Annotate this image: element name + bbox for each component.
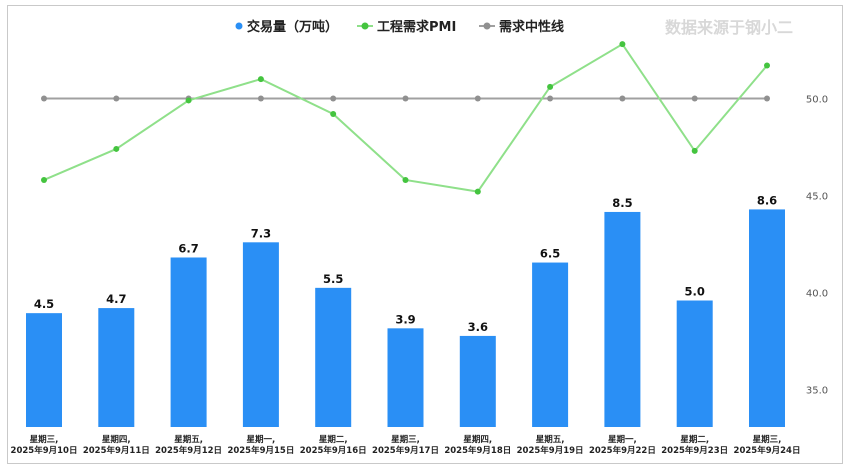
- pmi-point: [113, 145, 120, 152]
- midline-point: [41, 95, 47, 102]
- volume-bar-label: 6.5: [540, 247, 560, 261]
- pmi-point: [257, 76, 264, 83]
- legend-item-volume[interactable]: 交易量（万吨）: [235, 19, 339, 35]
- volume-bar-label: 4.5: [34, 297, 54, 311]
- line-series: [41, 41, 770, 195]
- x-axis-tick-label: 2025年9月19日: [517, 445, 584, 456]
- volume-bar: [170, 257, 207, 427]
- x-axis-tick-label: 2025年9月11日: [83, 445, 150, 456]
- volume-bar: [676, 300, 713, 427]
- midline-point: [547, 95, 554, 102]
- x-axis-tick-label: 星期二,: [319, 434, 348, 445]
- legend: 交易量（万吨） 工程需求PMI 需求中性线: [235, 19, 564, 35]
- chart-svg: 交易量（万吨） 工程需求PMI 需求中性线 数据来源于钢小二 4.5 4.7 6.7…: [11, 18, 829, 456]
- volume-bar: [459, 335, 496, 427]
- pmi-point: [474, 188, 481, 195]
- pmi-point: [547, 83, 554, 90]
- x-axis-tick-label: 星期三,: [30, 434, 59, 445]
- midline-point: [257, 95, 264, 102]
- pmi-point: [764, 62, 770, 69]
- midline-point: [402, 95, 409, 102]
- volume-bar: [315, 287, 352, 427]
- x-axis-tick-label: 2025年9月18日: [444, 445, 511, 456]
- x-axis-tick-label: 2025年9月24日: [734, 445, 801, 456]
- midline-point: [691, 95, 698, 102]
- volume-bar-label: 4.7: [106, 292, 126, 306]
- pmi-line: [43, 42, 768, 193]
- right-axis-tick-label: 50.0: [806, 95, 828, 106]
- volume-bar-label: 8.6: [757, 193, 777, 207]
- volume-bar-label: 8.5: [612, 196, 632, 210]
- x-axis-labels: 星期三,2025年9月10日星期四,2025年9月11日星期五,2025年9月1…: [11, 434, 801, 456]
- pmi-point: [402, 176, 409, 183]
- legend-volume-label: 交易量（万吨）: [247, 19, 338, 35]
- legend-item-pmi[interactable]: 工程需求PMI: [357, 19, 456, 35]
- volume-bar: [749, 209, 785, 427]
- volume-bar-label: 3.9: [395, 312, 415, 326]
- x-axis-tick-label: 星期三,: [391, 434, 420, 445]
- legend-pmi-label: 工程需求PMI: [377, 19, 456, 35]
- legend-pmi-marker: [361, 22, 369, 30]
- x-axis-tick-label: 2025年9月15日: [227, 445, 294, 456]
- right-axis-tick-label: 35.0: [806, 386, 828, 397]
- midline-point: [619, 95, 626, 102]
- x-axis-tick-label: 星期一,: [247, 434, 276, 445]
- volume-bar-label: 5.0: [685, 285, 705, 299]
- pmi-point: [330, 111, 337, 118]
- x-axis-tick-label: 2025年9月10日: [11, 445, 78, 456]
- x-axis-tick-label: 2025年9月23日: [661, 445, 728, 456]
- right-axis-ticks: 35.0 40.0 45.0 50.0: [806, 95, 828, 397]
- volume-bar: [387, 328, 424, 427]
- pmi-point: [619, 41, 626, 48]
- volume-bar: [604, 211, 641, 427]
- volume-bar-label: 6.7: [178, 241, 198, 255]
- x-axis-tick-label: 星期二,: [680, 434, 709, 445]
- midline-point: [474, 95, 481, 102]
- pmi-point: [185, 97, 192, 104]
- source-note: 数据来源于钢小二: [665, 18, 793, 37]
- right-axis-tick-label: 45.0: [806, 192, 828, 203]
- x-axis-tick-label: 星期三,: [753, 434, 782, 445]
- x-axis-tick-label: 2025年9月12日: [155, 445, 222, 456]
- x-axis-tick-label: 星期一,: [608, 434, 637, 445]
- x-axis-tick-label: 星期四,: [463, 434, 492, 445]
- pmi-point: [691, 147, 698, 154]
- bar-value-labels: 4.5 4.7 6.7 7.3 5.5 3.9 3.6 6.5 8.5 5.0 8.6: [34, 193, 777, 334]
- midline-point: [113, 95, 120, 102]
- volume-bar: [98, 308, 135, 427]
- volume-bar-label: 7.3: [251, 226, 271, 240]
- volume-bar: [532, 262, 569, 427]
- legend-midline-marker: [483, 22, 491, 30]
- volume-bar: [26, 313, 62, 427]
- x-axis-tick-label: 2025年9月17日: [372, 445, 439, 456]
- volume-bar: [242, 242, 279, 427]
- midline-point: [764, 95, 770, 102]
- x-axis-tick-label: 星期四,: [102, 434, 131, 445]
- chart-frame: 交易量（万吨） 工程需求PMI 需求中性线 数据来源于钢小二 4.5 4.7 6.7…: [7, 5, 843, 464]
- x-axis-tick-label: 星期五,: [536, 434, 565, 445]
- volume-bar-label: 5.5: [323, 272, 343, 286]
- bar-series: [26, 209, 785, 427]
- pmi-point: [41, 176, 47, 183]
- legend-item-midline[interactable]: 需求中性线: [479, 19, 564, 35]
- x-axis-tick-label: 2025年9月16日: [300, 445, 367, 456]
- x-axis-tick-label: 2025年9月22日: [589, 445, 656, 456]
- midline-point: [330, 95, 337, 102]
- x-axis-tick-label: 星期五,: [174, 434, 203, 445]
- volume-bar-label: 3.6: [468, 320, 488, 334]
- right-axis-tick-label: 40.0: [806, 289, 828, 300]
- legend-midline-label: 需求中性线: [499, 19, 564, 35]
- legend-volume-marker: [235, 22, 243, 30]
